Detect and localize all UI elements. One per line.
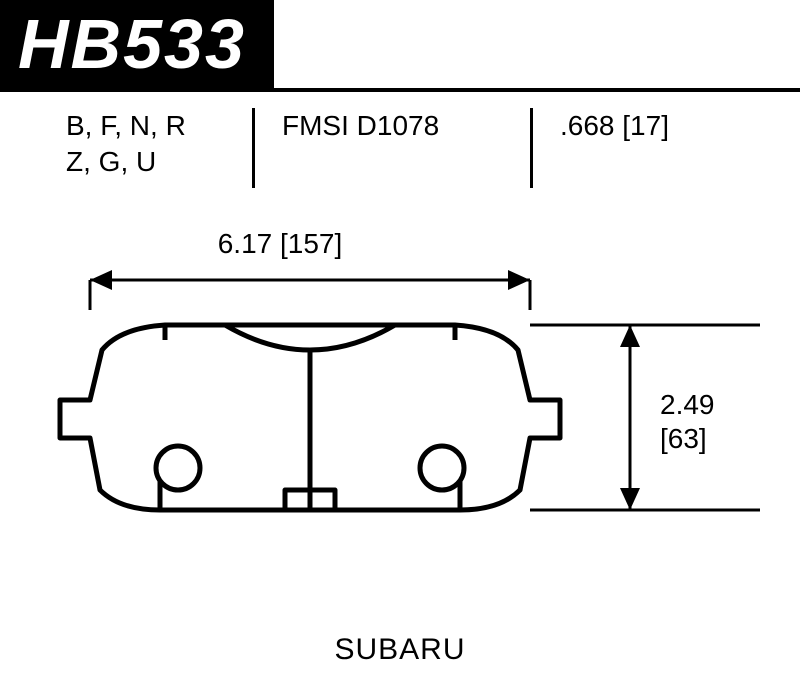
brand-label: SUBARU	[0, 633, 800, 667]
compounds-line-1: B, F, N, R	[66, 108, 246, 144]
info-row: B, F, N, R Z, G, U FMSI D1078 .668 [17]	[0, 108, 800, 198]
header-divider	[0, 88, 800, 92]
height-arrow	[620, 325, 640, 510]
compounds-column: B, F, N, R Z, G, U	[66, 108, 246, 181]
fmsi-column: FMSI D1078	[282, 108, 532, 144]
column-divider-2	[530, 108, 533, 188]
brake-pad-outline	[60, 325, 560, 510]
height-extension-lines	[530, 325, 760, 510]
thickness-value: .668 [17]	[560, 108, 740, 144]
diagram-area: 6.17 [157] 2.49 [63]	[0, 210, 800, 640]
thickness-column: .668 [17]	[560, 108, 740, 144]
column-divider-1	[252, 108, 255, 188]
header-bar: HB533	[0, 0, 274, 88]
brake-pad-drawing	[0, 210, 800, 640]
part-number: HB533	[18, 4, 246, 84]
width-arrow	[90, 270, 530, 310]
fmsi-code: FMSI D1078	[282, 108, 532, 144]
compounds-line-2: Z, G, U	[66, 144, 246, 180]
